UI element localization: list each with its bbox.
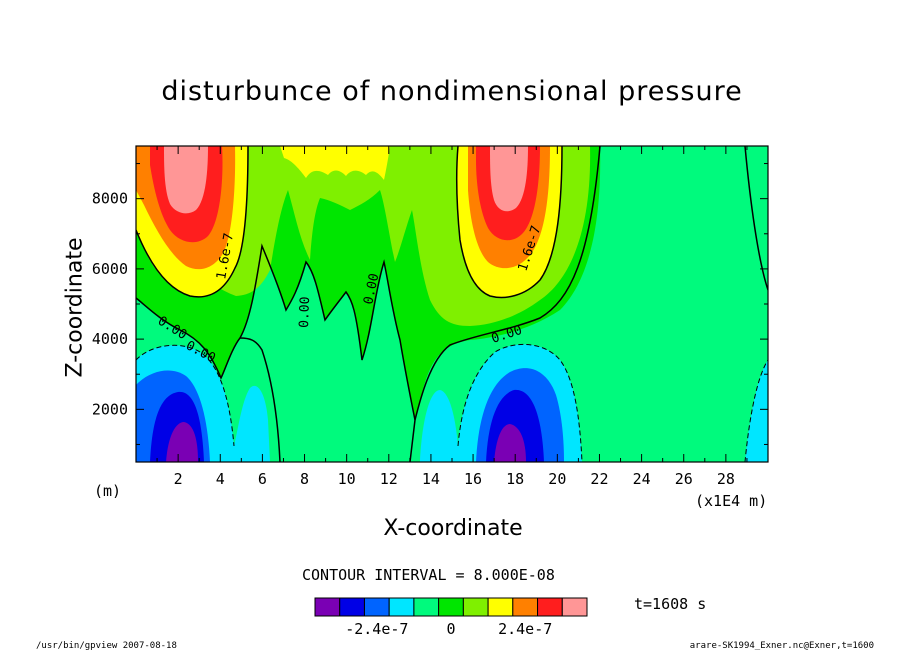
colorbar-swatch bbox=[537, 597, 563, 617]
colorbar-swatch bbox=[512, 597, 539, 617]
x-tick-label: 6 bbox=[258, 470, 267, 488]
colorbar-swatch bbox=[561, 597, 588, 617]
colorbar-swatch bbox=[487, 597, 514, 617]
contour-zero-line-2 bbox=[239, 337, 281, 462]
colorbar-swatch bbox=[388, 597, 415, 617]
contour-positive-line-r bbox=[455, 146, 563, 299]
x-tick-label: 24 bbox=[633, 470, 651, 488]
contour-negative-line bbox=[136, 344, 235, 447]
contour-negative-line-far bbox=[744, 359, 768, 462]
contour-fill-layer bbox=[136, 146, 768, 462]
y-unit-note: (m) bbox=[94, 482, 122, 500]
colorbar-swatch bbox=[462, 597, 489, 617]
y-tick-label: 6000 bbox=[92, 260, 128, 278]
contour-label: 0.00 bbox=[361, 272, 382, 306]
x-axis-label: X-coordinate bbox=[383, 516, 523, 541]
colorbar-label: 2.4e-7 bbox=[498, 620, 552, 638]
y-tick-label: 4000 bbox=[92, 330, 128, 348]
fill-positive-yellow-m bbox=[280, 146, 390, 180]
footer-right: arare-SK1994_Exner.nc@Exner,t=1600 bbox=[689, 641, 874, 651]
contour-zero-line-3 bbox=[414, 146, 601, 421]
contour-label: 0.00 bbox=[297, 296, 313, 328]
colorbar-swatch bbox=[413, 597, 440, 617]
x-tick-label: 16 bbox=[464, 470, 482, 488]
colorbar-swatch bbox=[438, 597, 464, 617]
contour-positive-line bbox=[136, 146, 249, 298]
y-axis-label: Z-coordinate bbox=[62, 237, 88, 378]
x-tick-label: 20 bbox=[548, 470, 566, 488]
x-unit-note: (x1E4 m) bbox=[695, 492, 768, 510]
fill-negative-purple-r bbox=[494, 424, 526, 462]
contour-negative-line-r bbox=[457, 343, 583, 462]
y-tick-label: 8000 bbox=[92, 190, 128, 208]
colorbar: -2.4e-7 0 2.4e-7 bbox=[314, 597, 588, 638]
chart-title: disturbunce of nondimensional pressure bbox=[161, 76, 743, 107]
x-tick-label: 28 bbox=[717, 470, 735, 488]
x-tick-label: 22 bbox=[590, 470, 608, 488]
contour-interval-label: CONTOUR INTERVAL = 8.000E-08 bbox=[302, 566, 555, 584]
time-label: t=1608 s bbox=[634, 595, 707, 613]
footer-left: /usr/bin/gpview 2007-08-18 bbox=[36, 641, 177, 651]
colorbar-swatch bbox=[363, 597, 390, 617]
x-tick-label: 8 bbox=[300, 470, 309, 488]
contour-zero-line-4 bbox=[744, 146, 768, 291]
x-tick-label: 4 bbox=[216, 470, 225, 488]
colorbar-label: 0 bbox=[446, 620, 455, 638]
fill-positive-pink-l bbox=[164, 146, 208, 214]
contour-zero-line bbox=[136, 243, 416, 462]
x-tick-label: 10 bbox=[338, 470, 356, 488]
colorbar-swatch bbox=[339, 597, 365, 617]
colorbar-label: -2.4e-7 bbox=[345, 620, 408, 638]
x-tick-label: 14 bbox=[422, 470, 440, 488]
x-tick-label: 2 bbox=[174, 470, 183, 488]
x-tick-label: 26 bbox=[675, 470, 693, 488]
fill-negative-cyan-r bbox=[745, 360, 768, 462]
fill-positive-pink-r bbox=[490, 146, 528, 212]
y-tick-label: 2000 bbox=[92, 400, 128, 418]
x-tick-label: 18 bbox=[506, 470, 524, 488]
x-tick-label: 12 bbox=[380, 470, 398, 488]
colorbar-swatch bbox=[314, 597, 341, 617]
fill-negative-purple-l bbox=[166, 422, 198, 462]
